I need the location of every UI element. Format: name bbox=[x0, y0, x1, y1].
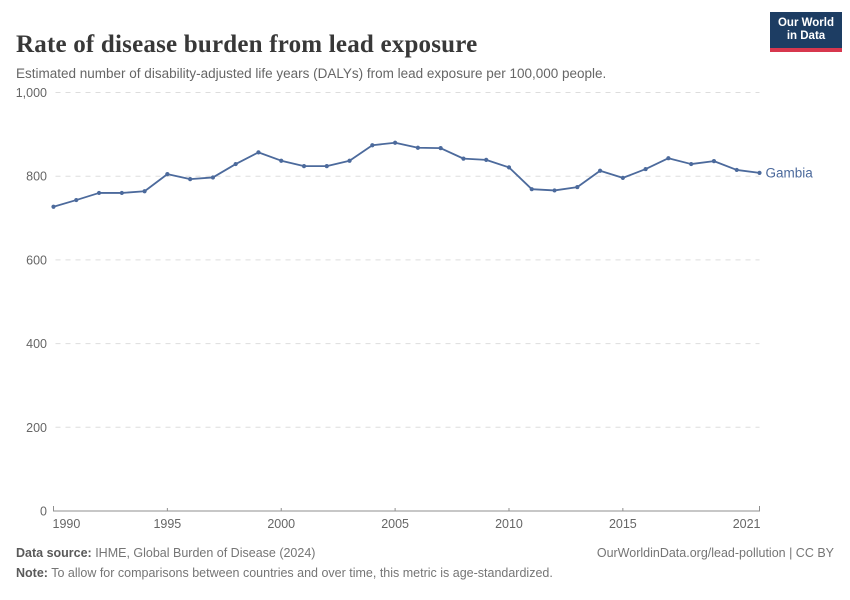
x-axis-line bbox=[53, 506, 760, 512]
data-point bbox=[666, 156, 671, 161]
data-point bbox=[233, 161, 238, 167]
note-label: Note: bbox=[16, 566, 48, 580]
x-axis-tick-label: 1995 bbox=[153, 517, 181, 531]
data-point bbox=[643, 166, 648, 172]
chart-footer: Data source: IHME, Global Burden of Dise… bbox=[16, 546, 834, 580]
y-axis-tick-label: 1,000 bbox=[16, 86, 47, 100]
x-axis-tick-label: 2010 bbox=[495, 517, 523, 531]
owid-logo-line1: Our World bbox=[777, 16, 834, 29]
data-point bbox=[210, 175, 216, 180]
data-point bbox=[370, 143, 375, 148]
data-point bbox=[597, 168, 603, 173]
data-point bbox=[188, 177, 193, 182]
data-point bbox=[119, 190, 124, 196]
chart-subtitle: Estimated number of disability-adjusted … bbox=[16, 65, 607, 81]
data-point bbox=[347, 158, 352, 163]
data-point bbox=[575, 184, 580, 190]
x-axis-tick-label: 2005 bbox=[381, 517, 409, 531]
series-label-gambia[interactable]: Gambia bbox=[766, 165, 814, 180]
data-source-text: Data source: IHME, Global Burden of Dise… bbox=[16, 546, 315, 560]
data-source-label: Data source: bbox=[16, 546, 92, 560]
data-point bbox=[301, 164, 307, 169]
data-point bbox=[506, 165, 512, 170]
y-axis-tick-label: 200 bbox=[26, 421, 47, 435]
data-source-value: IHME, Global Burden of Disease (2024) bbox=[91, 546, 316, 560]
data-point bbox=[711, 159, 717, 164]
data-point bbox=[51, 204, 56, 209]
data-point bbox=[393, 140, 398, 145]
y-axis-tick-label: 0 bbox=[40, 505, 47, 519]
owid-logo-line2: in Data bbox=[786, 30, 826, 42]
y-axis-tick-label: 800 bbox=[26, 170, 47, 184]
data-point bbox=[484, 157, 489, 162]
data-point bbox=[757, 170, 762, 175]
data-point bbox=[74, 197, 79, 203]
note-value: To allow for comparisons between countri… bbox=[47, 566, 553, 580]
data-point bbox=[620, 175, 625, 180]
x-axis-tick-label: 2000 bbox=[267, 517, 295, 531]
x-axis-tick-label: 2021 bbox=[733, 517, 761, 531]
owid-logo[interactable]: Our World in Data bbox=[770, 12, 842, 52]
page-title: Rate of disease burden from lead exposur… bbox=[16, 30, 478, 58]
data-point bbox=[529, 187, 534, 192]
note-text: Note: To allow for comparisons between c… bbox=[16, 566, 553, 580]
data-point bbox=[256, 150, 261, 155]
data-point bbox=[552, 188, 557, 193]
credit-link[interactable]: OurWorldinData.org/lead-pollution | CC B… bbox=[596, 546, 834, 560]
data-point bbox=[165, 172, 170, 177]
y-axis-tick-label: 600 bbox=[26, 253, 47, 267]
data-point bbox=[142, 189, 147, 194]
x-axis-tick-label: 1990 bbox=[53, 517, 81, 531]
data-point bbox=[689, 161, 694, 167]
data-point bbox=[279, 158, 284, 163]
data-line bbox=[52, 141, 761, 208]
data-point bbox=[438, 146, 443, 151]
data-point bbox=[96, 190, 102, 196]
y-axis-tick-label: 400 bbox=[26, 337, 47, 351]
data-point bbox=[461, 156, 466, 161]
data-point bbox=[415, 145, 420, 150]
x-axis-tick-label: 2015 bbox=[609, 517, 637, 531]
data-point bbox=[324, 164, 329, 169]
data-point bbox=[734, 167, 739, 173]
